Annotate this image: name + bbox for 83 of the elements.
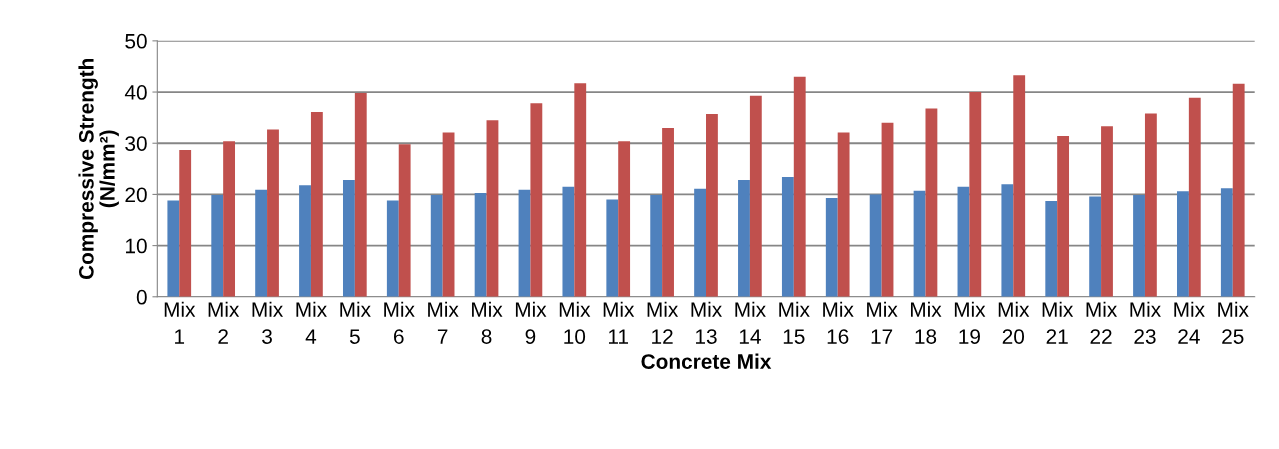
bar [913,190,926,297]
bar [342,180,355,297]
bar [793,76,806,297]
y-axis-title: Compressive Strength (N/mm²) [78,58,119,280]
bar [574,83,587,297]
bar [255,189,268,297]
bar [486,120,499,297]
bar [1045,201,1058,297]
bar [606,199,619,297]
bar [530,103,543,297]
bar [738,180,750,297]
x-tick-label: Mix 14 [735,301,766,344]
bar [925,108,938,297]
x-tick-label: Mix 8 [472,301,503,344]
bar [223,141,236,297]
x-tick-label: Mix 12 [647,301,679,344]
bar [1057,136,1070,297]
bar [1101,126,1113,297]
bar [781,177,794,297]
bar [694,188,707,297]
y-tick-label: 50 [125,33,147,49]
x-tick-label: Mix 21 [1042,301,1074,344]
x-tick-label: Mix 3 [252,301,284,344]
bar [1001,184,1014,297]
bar [957,186,970,297]
bar [618,141,631,297]
bar [354,93,367,297]
x-tick-label: Mix 1 [164,301,196,344]
bar [1089,196,1102,297]
bar [179,149,192,297]
x-tick-label: Mix 22 [1086,301,1118,344]
x-tick-label: Mix 25 [1218,301,1249,344]
bar [430,194,443,297]
bar [267,129,279,297]
bar [474,192,487,297]
x-axis-title: Concrete Mix [641,353,772,369]
bar [1220,188,1233,297]
bar [969,92,982,297]
bar [881,122,894,297]
x-tick-label: Mix 23 [1130,301,1161,344]
x-tick-label: Mix 6 [384,301,415,344]
x-tick-label: Mix 2 [208,301,240,344]
x-tick-label: Mix 5 [340,301,371,344]
x-tick-label: Mix 18 [910,301,942,344]
bar [1144,113,1157,297]
bar [869,194,882,297]
bar [398,144,411,297]
bar [1133,194,1145,297]
y-tick-label: 30 [125,136,147,151]
bar [825,198,838,297]
bar [442,132,455,297]
x-tick-label: Mix 13 [691,301,722,344]
x-tick-label: Mix 24 [1174,301,1205,344]
y-tick-label: 10 [126,238,147,254]
bar [1188,97,1201,297]
y-tick-label: 20 [125,187,147,203]
x-tick-label: Mix 9 [515,301,547,344]
bar [299,185,311,297]
bar [386,200,399,297]
bar [562,186,575,297]
bar [650,194,663,297]
x-tick-label: Mix 19 [954,301,986,344]
bar [211,194,224,297]
bar [167,200,180,297]
x-tick-label: Mix 20 [998,301,1030,344]
y-tick-label: 0 [136,289,147,305]
x-tick-label: Mix 16 [823,301,854,344]
bar [837,132,850,297]
x-tick-label: Mix 15 [779,301,810,344]
bar [662,127,674,297]
x-tick-label: Mix 4 [296,301,327,344]
bar [749,95,762,297]
x-tick-label: Mix 10 [559,301,591,344]
bar [706,114,718,297]
x-tick-label: Mix 7 [428,301,459,344]
x-tick-label: Mix 17 [867,301,898,344]
bar [1013,75,1026,297]
bar [310,112,323,297]
bar [1177,191,1189,297]
bar [1232,83,1245,297]
y-tick-label: 40 [124,85,147,100]
bar [518,189,531,297]
x-tick-label: Mix 11 [603,301,635,344]
